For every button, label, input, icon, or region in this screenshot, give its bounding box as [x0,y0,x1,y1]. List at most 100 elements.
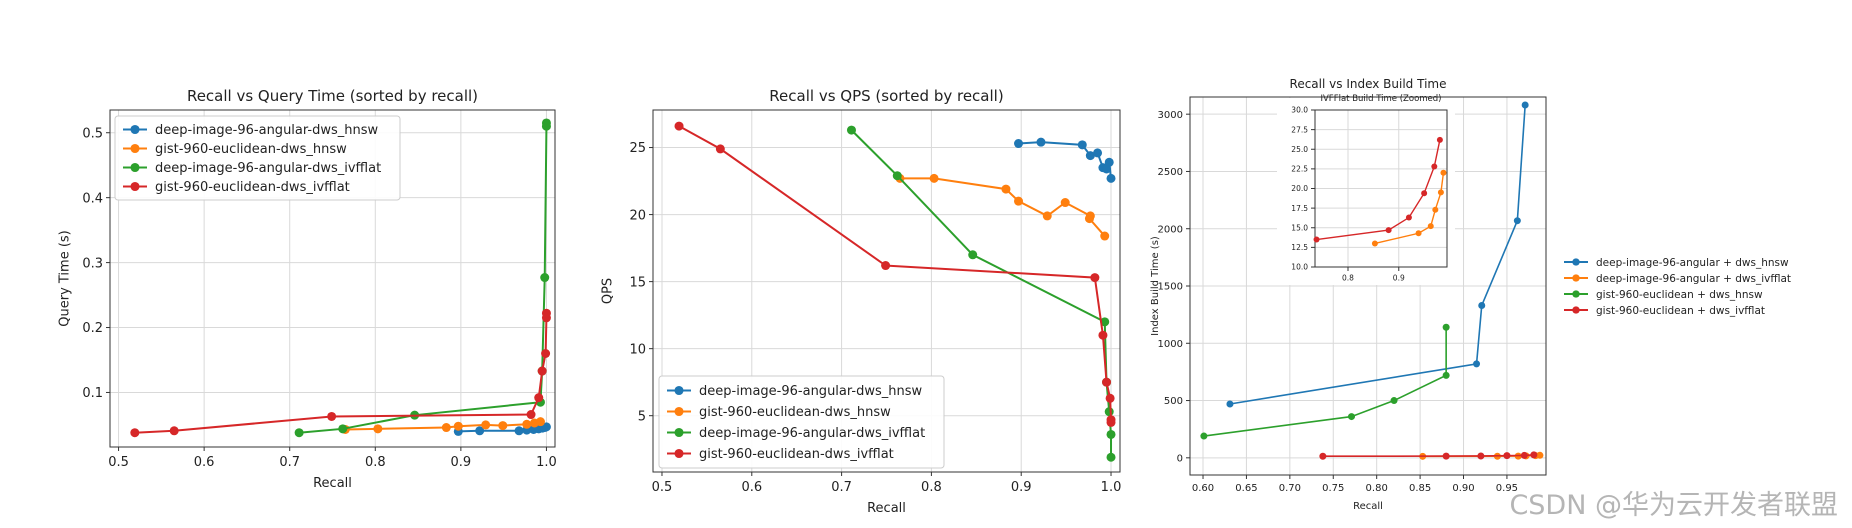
qps-chart: 0.5 0.6 0.7 0.8 0.9 1.0 5 10 15 20 25 Recall vs QPS… [600,87,1121,516]
x-tick-label: 0.85 [1409,483,1431,494]
data-point [535,417,545,427]
series-line [134,313,548,434]
legend-swatch-marker [130,143,140,154]
data-point [526,410,536,420]
y-tick-label: 0.3 [82,256,103,271]
legend-swatch-marker [674,385,684,396]
data-point [881,261,891,271]
data-point [1520,451,1528,459]
series-line [1316,139,1441,241]
series-line [1374,172,1445,245]
legend-swatch-marker [674,448,684,459]
y-tick-label: 17.5 [1291,204,1308,213]
y-tick-label: 25 [629,141,646,156]
data-point [1100,317,1110,327]
build-time-series [1319,451,1538,460]
data-point [514,426,524,436]
y-tick-label: 0.4 [82,191,103,206]
data-point [1106,173,1116,183]
data-point [929,173,939,183]
data-point [373,424,383,434]
y-tick-label: 20.0 [1291,184,1308,193]
data-point [1478,301,1486,309]
y-tick-label: 5 [638,409,646,424]
data-point [1405,214,1412,221]
series-line [299,122,548,434]
legend-swatch-marker [1572,306,1580,314]
data-point [968,250,978,260]
data-point [1390,397,1398,405]
data-point [1104,407,1114,417]
legend-entry: gist-960-euclidean-dws_ivfflat [699,447,894,462]
y-tick-label: 27.5 [1291,125,1308,134]
data-point [1093,148,1103,158]
data-point [1313,236,1320,243]
y-tick-label: 0.2 [82,321,103,336]
y-tick-label: 25.0 [1291,145,1308,154]
data-point [1536,451,1544,459]
y-tick-label: 10 [629,342,646,357]
build-time-series [1226,101,1529,408]
data-point [541,348,551,358]
y-axis-label: Index Build Time (s) [1150,236,1161,336]
legend-entry: deep-image-96-angular-dws_ivfflat [155,161,381,176]
data-point [1042,211,1052,221]
legend: deep-image-96-angular-dws_hnsw gist-960-e… [658,375,945,469]
data-point [1442,371,1450,379]
data-point [1513,217,1521,225]
build-time-series [1200,323,1450,440]
data-point [1106,417,1116,427]
data-point [1014,196,1024,206]
data-point [1036,137,1046,147]
legend-entry: deep-image-96-angular + dws_hnsw [1596,257,1789,269]
y-tick-label: 20 [629,208,646,223]
plot-frame [109,109,556,448]
data-point [541,308,551,318]
legend-swatch-marker [1572,290,1580,298]
x-tick-label: 0.7 [831,480,852,495]
build-time-chart: 0.60 0.65 0.70 0.75 0.80 0.85 0.90 0.95 0 500 1000… [1150,77,1791,512]
legend-entry: deep-image-96-angular-dws_hnsw [155,123,378,138]
legend-entry: gist-960-euclidean + dws_hnsw [1596,289,1763,301]
x-axis-label: Recall [313,476,352,491]
data-point [1102,377,1112,387]
x-tick-label: 0.75 [1322,483,1344,494]
x-tick-label: 0.70 [1279,483,1301,494]
data-point [1106,452,1116,462]
data-point [498,421,508,431]
x-tick-label: 0.90 [1452,483,1474,494]
data-point [1104,157,1114,167]
x-tick-label: 0.9 [1393,274,1405,283]
data-point [1348,413,1356,421]
data-point [534,393,544,403]
x-tick-label: 0.95 [1496,483,1518,494]
data-point [1421,190,1428,197]
y-tick-label: 1000 [1158,339,1183,350]
data-point [338,424,348,434]
x-tick-label: 0.9 [1011,480,1032,495]
legend-box [658,375,945,469]
y-tick-label: 0 [1177,453,1183,464]
data-point [1090,273,1100,283]
x-tick-label: 0.80 [1366,483,1388,494]
data-point [540,273,550,283]
y-tick-label: 12.5 [1291,243,1308,252]
data-point [541,118,551,128]
data-point [715,144,725,154]
data-point [130,428,140,438]
x-tick-label: 0.60 [1192,483,1214,494]
data-point [1106,429,1116,439]
data-point [1098,330,1108,340]
data-point [1436,136,1443,143]
y-tick-label: 500 [1164,396,1183,407]
x-tick-label: 0.8 [365,455,386,470]
data-point [1427,223,1434,230]
plot-frame [1314,109,1448,268]
data-point [1085,151,1095,161]
x-tick-label: 0.6 [194,455,215,470]
inset-axes: 0.8 0.9 10.0 12.5 15.0 17.5 20.0 22.5 25.0 27.5 30… [1291,94,1448,283]
data-point [1319,452,1327,460]
legend-swatch-marker [130,181,140,192]
data-point [1521,101,1529,109]
